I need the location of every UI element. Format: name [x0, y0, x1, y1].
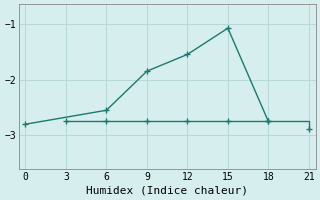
X-axis label: Humidex (Indice chaleur): Humidex (Indice chaleur) [86, 186, 248, 196]
